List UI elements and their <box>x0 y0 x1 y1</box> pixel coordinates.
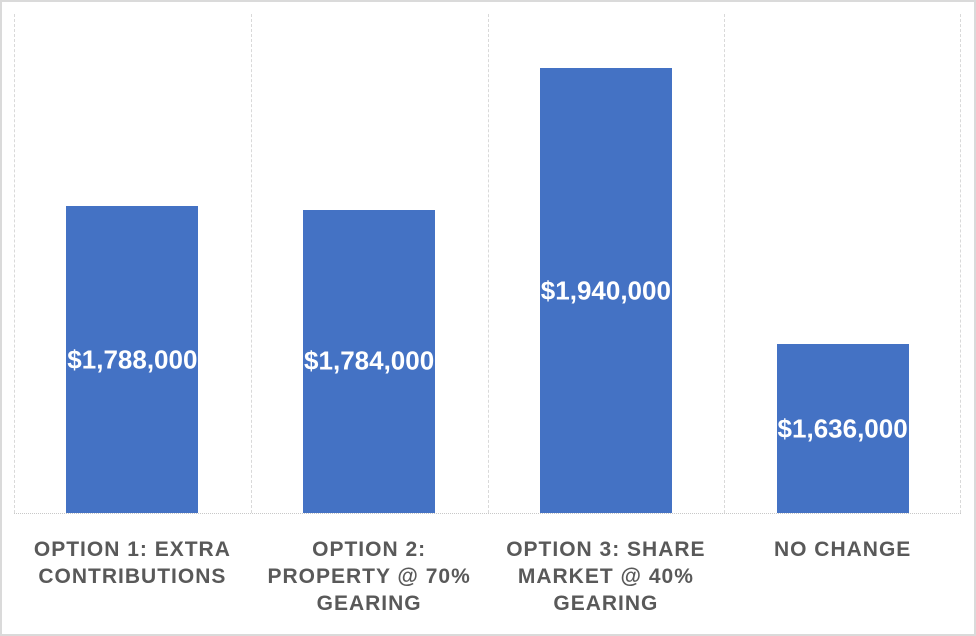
category-label: OPTION 1: EXTRA CONTRIBUTIONS <box>14 536 251 590</box>
vertical-gridline <box>960 14 961 513</box>
category-label: NO CHANGE <box>724 536 961 563</box>
vertical-gridline <box>250 14 252 513</box>
category-label-text: OPTION 1: EXTRA CONTRIBUTIONS <box>33 538 231 588</box>
vertical-gridline <box>724 14 726 513</box>
plot-area: $1,788,000 $1,784,000 $1,940,000 $1,636,… <box>14 14 961 514</box>
category-label-text: NO CHANGE <box>773 538 912 561</box>
x-axis: OPTION 1: EXTRA CONTRIBUTIONS OPTION 2: … <box>14 536 961 617</box>
category-slot: $1,788,000 <box>14 14 251 513</box>
vertical-gridline <box>14 14 15 513</box>
category-label: OPTION 3: SHARE MARKET @ 40% GEARING <box>488 536 725 617</box>
bar: $1,636,000 <box>776 344 909 513</box>
category-label-text: OPTION 2: PROPERTY @ 70% GEARING <box>267 538 471 615</box>
data-label: $1,940,000 <box>540 275 671 306</box>
category-label: OPTION 2: PROPERTY @ 70% GEARING <box>251 536 488 617</box>
category-slot: $1,784,000 <box>251 14 488 513</box>
data-label: $1,788,000 <box>67 344 198 375</box>
category-label-text: OPTION 3: SHARE MARKET @ 40% GEARING <box>506 538 706 615</box>
bar: $1,788,000 <box>66 206 199 513</box>
data-label: $1,636,000 <box>777 413 908 444</box>
bar: $1,940,000 <box>539 68 672 513</box>
bar: $1,784,000 <box>303 209 436 513</box>
category-slot: $1,636,000 <box>724 14 961 513</box>
data-label: $1,784,000 <box>304 345 435 376</box>
category-slot: $1,940,000 <box>488 14 725 513</box>
bars-container: $1,788,000 $1,784,000 $1,940,000 $1,636,… <box>14 14 961 513</box>
vertical-gridline <box>487 14 489 513</box>
